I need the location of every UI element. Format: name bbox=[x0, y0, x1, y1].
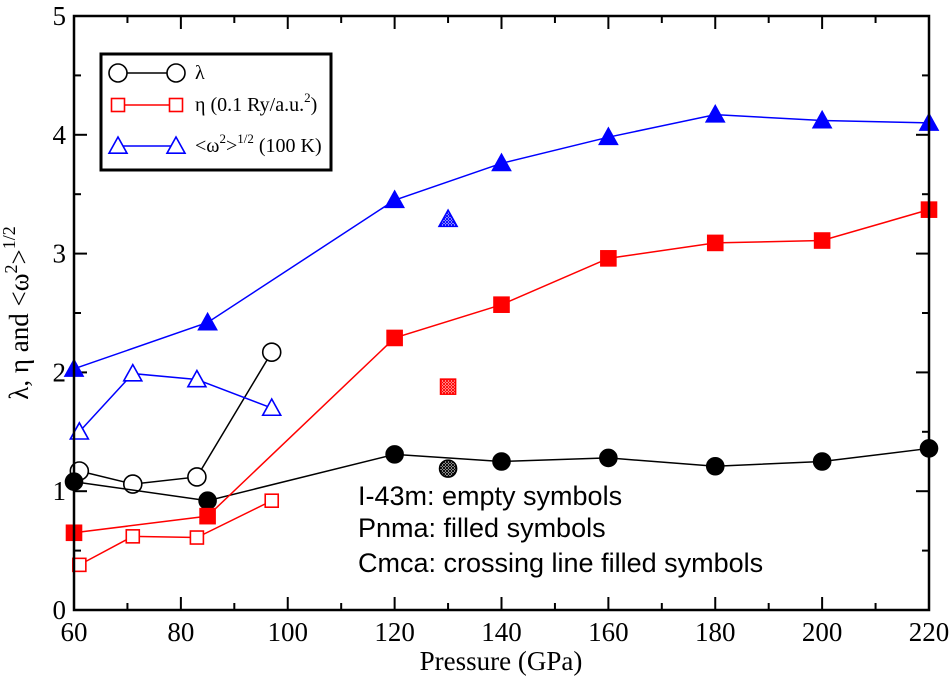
y-axis-title-sup2: 1/2 bbox=[0, 226, 19, 249]
legend-lambda-text: λ bbox=[195, 62, 205, 84]
series-omega-pnma bbox=[63, 103, 940, 377]
data-point-square bbox=[199, 507, 216, 525]
tick-labels: 60 80 100 120 140 160 180 200 220 0 1 2 3 4 5 bbox=[53, 1, 950, 647]
x-tick-label: 120 bbox=[374, 617, 415, 647]
legend-omega-sup: 2 bbox=[219, 131, 226, 146]
y-axis-title-sup1: 2 bbox=[1, 265, 21, 274]
series-eta-cmca bbox=[439, 378, 457, 395]
series-omega-cmca bbox=[437, 208, 459, 228]
legend-marker bbox=[110, 97, 126, 113]
y-tick-label: 1 bbox=[53, 476, 67, 506]
data-point-triangle bbox=[122, 362, 144, 382]
plot-frame bbox=[72, 14, 931, 612]
data-point-triangle bbox=[197, 311, 218, 331]
legend-label-lambda: λ bbox=[195, 62, 205, 84]
y-tick-label: 3 bbox=[53, 239, 67, 269]
x-tick-label: 100 bbox=[268, 617, 309, 647]
annotation-cmca: Cmca: crossing line filled symbols bbox=[358, 548, 763, 578]
data-point-triangle bbox=[261, 397, 283, 417]
data-point-triangle bbox=[491, 152, 512, 172]
series-omega-i-43m bbox=[68, 362, 283, 440]
legend-swatch-omega bbox=[107, 135, 187, 154]
data-point-circle bbox=[705, 456, 725, 476]
series-line bbox=[73, 113, 930, 370]
x-tick-label: 180 bbox=[695, 617, 736, 647]
legend: λ η (0.1 Ry/a.u.2) <ω2>1/2 (100 K) bbox=[99, 52, 333, 172]
y-axis-title-main: λ, η and <ω bbox=[4, 274, 34, 400]
data-point-circle bbox=[599, 448, 618, 468]
data-point-circle bbox=[122, 474, 143, 494]
data-point-circle bbox=[198, 491, 217, 511]
y-axis-title: λ, η and <ω2>1/2 bbox=[0, 226, 34, 399]
data-point-square bbox=[264, 493, 280, 509]
data-point-square bbox=[706, 234, 724, 252]
phase-annotations: I-43m: empty symbols Pnma: filled symbol… bbox=[358, 481, 763, 578]
data-point-circle bbox=[812, 452, 832, 471]
y-tick-label: 0 bbox=[53, 595, 67, 625]
series-line bbox=[79, 351, 273, 485]
series-lambda-cmca bbox=[438, 459, 458, 478]
data-point-triangle bbox=[437, 208, 459, 228]
series-line bbox=[78, 372, 272, 433]
data-point-circle bbox=[261, 342, 282, 363]
data-point-circle bbox=[438, 459, 458, 478]
data-point-square bbox=[439, 378, 457, 395]
data-point-square bbox=[600, 250, 617, 267]
series-eta-pnma bbox=[65, 201, 938, 542]
x-axis-title: Pressure (GPa) bbox=[420, 646, 583, 676]
data-point-square bbox=[125, 529, 141, 544]
data-point-triangle bbox=[598, 126, 619, 146]
data-point-circle bbox=[492, 452, 511, 471]
annotation-i43m: I-43m: empty symbols bbox=[358, 481, 622, 511]
annotation-pnma: Pnma: filled symbols bbox=[358, 513, 606, 543]
legend-omega-sup2: 1/2 bbox=[237, 131, 254, 146]
y-tick-label: 5 bbox=[53, 1, 67, 31]
x-tick-label: 200 bbox=[802, 617, 843, 647]
data-point-square bbox=[493, 296, 510, 313]
x-tick-label: 80 bbox=[167, 617, 194, 647]
data-point-circle bbox=[187, 467, 207, 487]
data-point-circle bbox=[385, 445, 404, 464]
data-point-triangle bbox=[186, 368, 208, 388]
legend-eta-sup: 2 bbox=[304, 90, 311, 105]
legend-swatch-eta bbox=[110, 97, 184, 113]
legend-marker bbox=[168, 97, 184, 113]
series-line bbox=[73, 208, 930, 534]
data-point-square bbox=[189, 530, 205, 545]
data-point-triangle bbox=[704, 103, 726, 123]
series-line bbox=[78, 500, 273, 566]
x-tick-label: 220 bbox=[909, 617, 950, 647]
legend-label-omega: <ω2>1/2 (100 K) bbox=[195, 131, 322, 157]
legend-marker bbox=[166, 63, 186, 83]
y-tick-label: 4 bbox=[53, 120, 67, 150]
data-point-square bbox=[386, 329, 403, 347]
legend-eta-close: ) bbox=[311, 94, 318, 116]
legend-label-eta: η (0.1 Ry/a.u.2) bbox=[195, 90, 317, 116]
x-tick-label: 160 bbox=[588, 617, 629, 647]
plot-series bbox=[63, 103, 940, 573]
legend-marker bbox=[165, 135, 187, 154]
data-point-square bbox=[813, 232, 831, 249]
data-point-triangle bbox=[384, 189, 405, 209]
data-point-triangle bbox=[811, 109, 833, 129]
legend-omega-close: > bbox=[226, 135, 237, 157]
legend-swatches bbox=[107, 63, 187, 154]
series-lambda-i-43m bbox=[69, 342, 282, 494]
legend-marker bbox=[107, 135, 129, 154]
series-eta-i-43m bbox=[72, 493, 280, 573]
legend-omega-units: (100 K) bbox=[254, 135, 322, 157]
x-tick-label: 60 bbox=[61, 617, 88, 647]
series-line bbox=[73, 447, 930, 502]
legend-marker bbox=[108, 63, 128, 83]
legend-omega-text: <ω bbox=[195, 135, 219, 157]
y-axis-title-mid: > bbox=[4, 249, 34, 264]
legend-eta-text: η (0.1 Ry/a.u. bbox=[195, 94, 304, 116]
legend-swatch-lambda bbox=[108, 63, 186, 83]
y-tick-label: 2 bbox=[53, 357, 67, 387]
x-tick-label: 140 bbox=[481, 617, 522, 647]
